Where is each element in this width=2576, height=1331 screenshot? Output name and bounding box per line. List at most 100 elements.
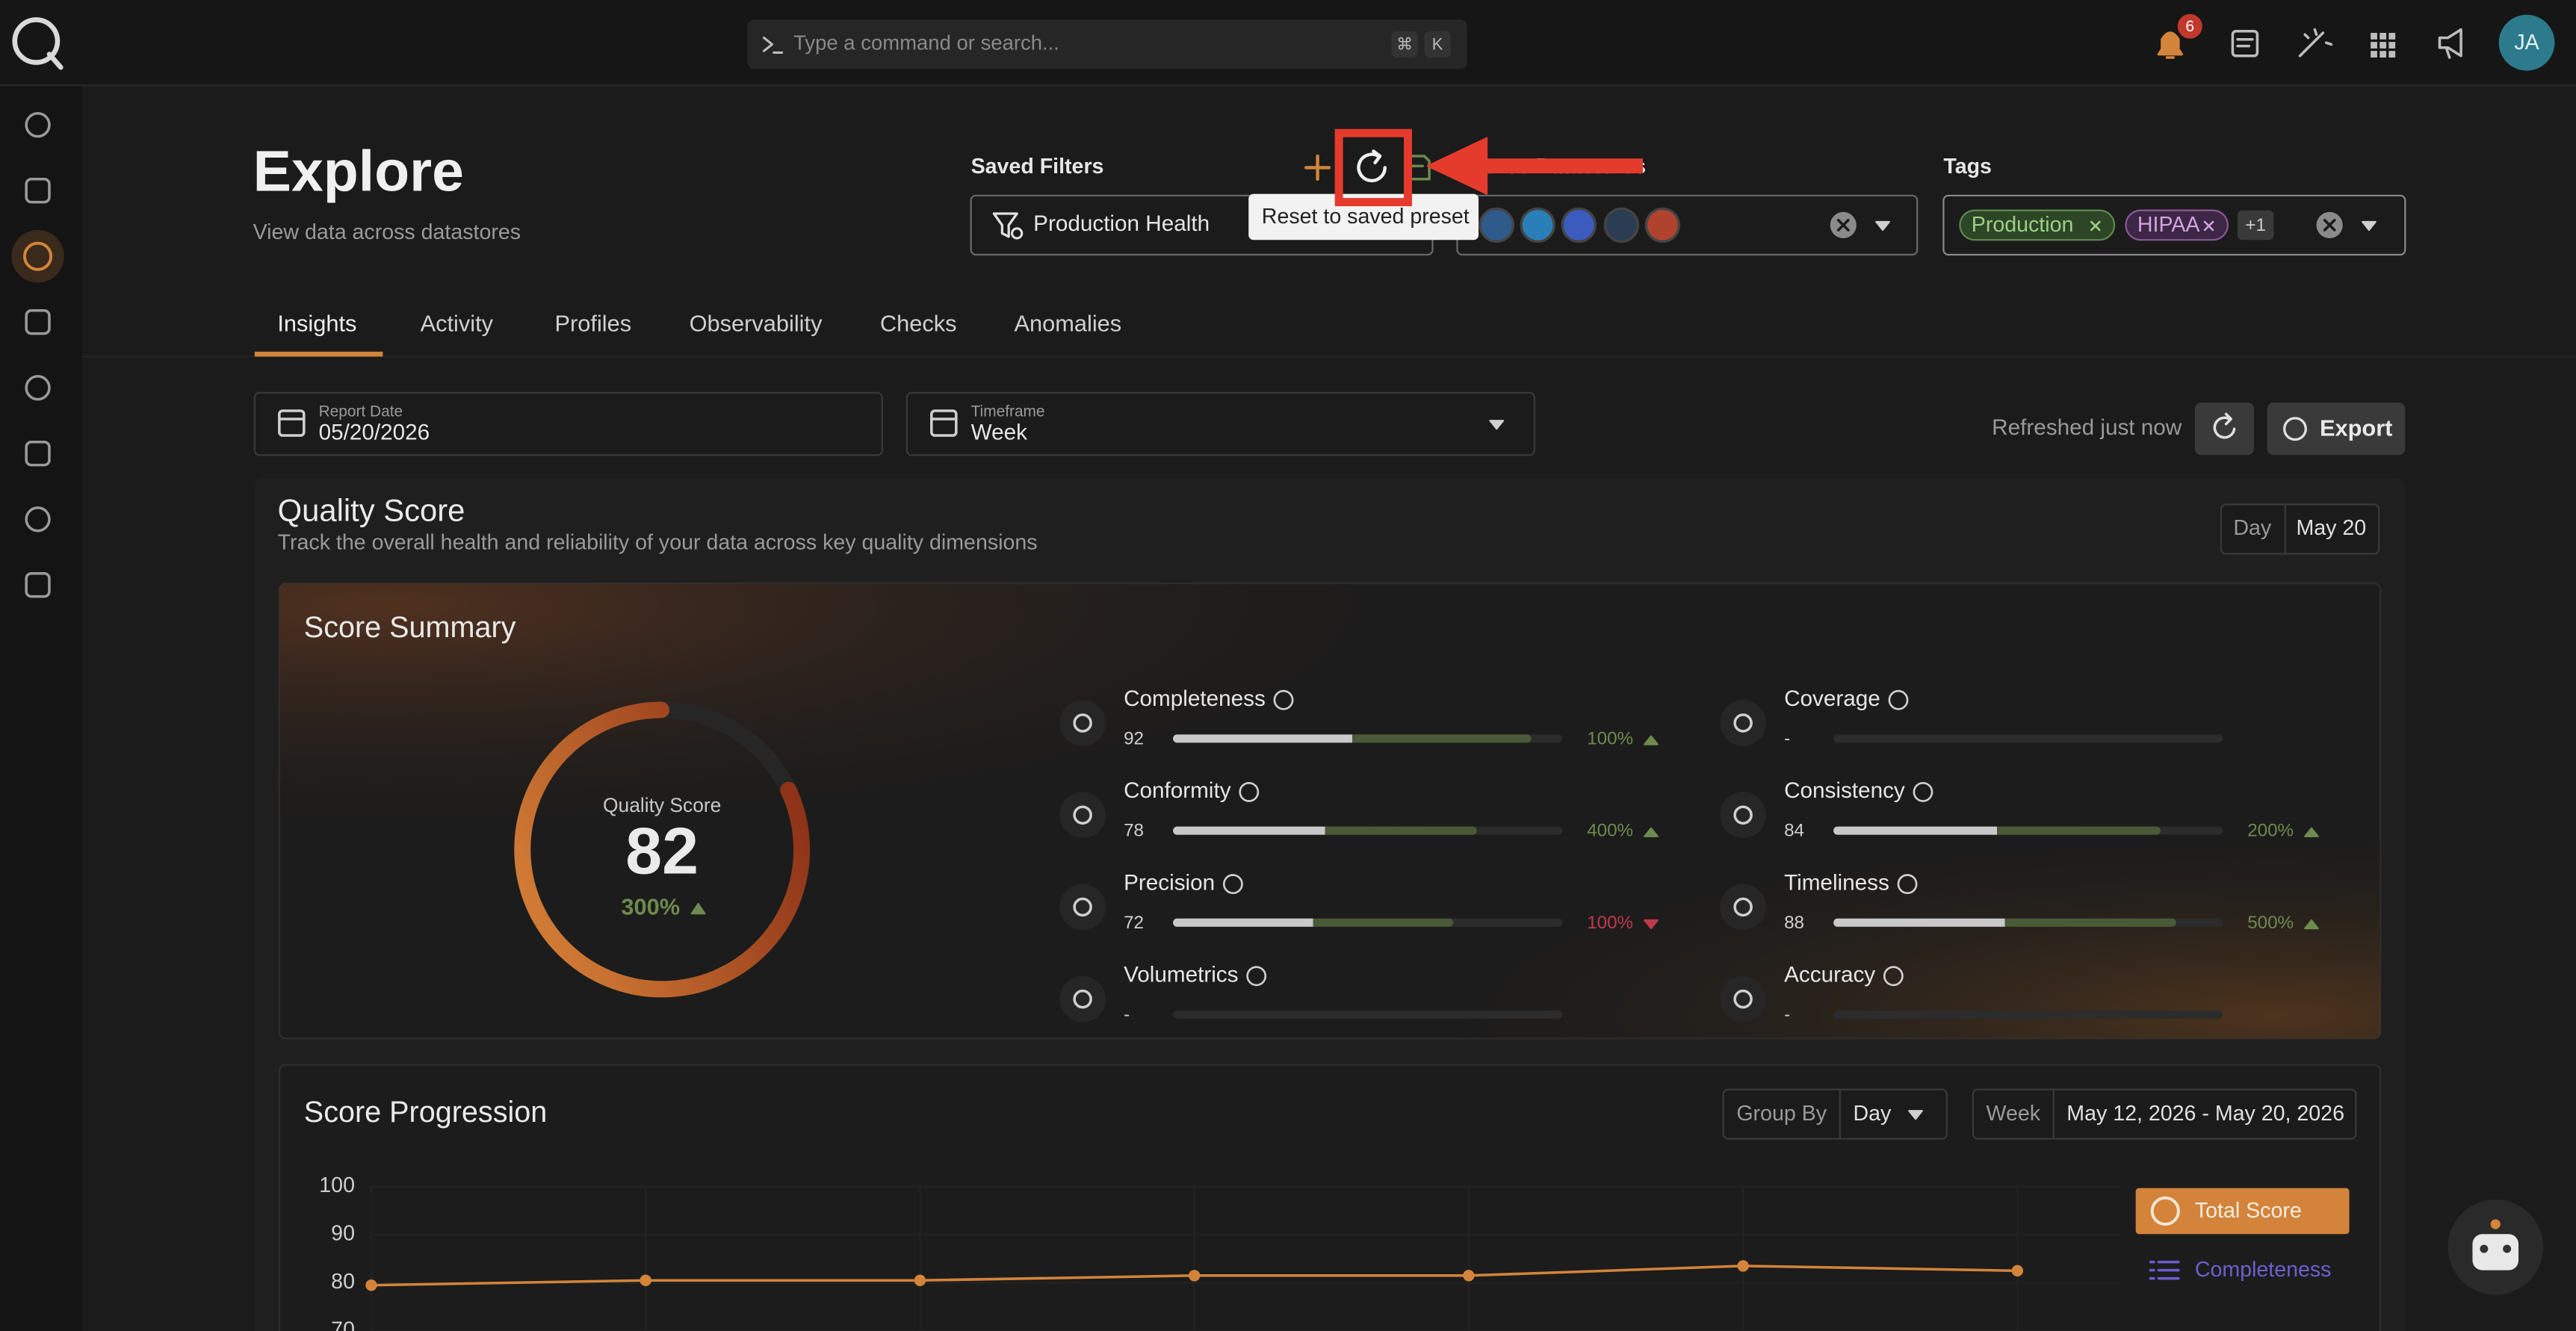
tag-remove[interactable] [2090,220,2101,232]
period-toggle[interactable] [2220,503,2380,555]
refreshed-status: Refreshed just now [1992,415,2182,440]
tab[interactable]: Profiles [555,311,632,337]
apps-dot [2388,51,2396,58]
filter-icon [992,212,1018,238]
period-unit: Day [2233,516,2272,540]
legend-label[interactable]: Completeness [2195,1258,2332,1282]
data-point [365,1279,377,1291]
search-box[interactable] [747,19,1467,69]
y-tick-label: 80 [331,1270,355,1294]
info-icon[interactable] [1913,781,1933,802]
sidebar-icon[interactable] [25,112,51,138]
tags-caret[interactable] [2362,220,2377,232]
data-point [914,1274,926,1286]
legend-icon[interactable] [2149,1260,2180,1280]
tooltip-text: Reset to saved preset [1262,205,1470,229]
dimension-icon-bg [1059,792,1106,838]
dimension-value: 92 [1124,728,1144,748]
info-icon[interactable] [1273,689,1294,710]
page-subtitle: View data across datastores [253,220,521,244]
field-value: Week [971,421,1027,445]
more-tags-chip [2238,210,2274,241]
legend-item[interactable] [2135,1188,2350,1235]
dimension-icon-bg [1720,792,1766,838]
tab[interactable]: Observability [690,311,823,337]
data-point [1188,1270,1201,1282]
apps-dot [2380,33,2387,40]
sidebar-icon[interactable] [25,506,51,533]
group-by-caret [1908,1110,1923,1120]
tag-label: HIPAA [2137,213,2200,237]
export-button[interactable] [2267,403,2406,456]
add-filter-icon[interactable] [1304,154,1331,181]
tab[interactable]: Anomalies [1014,311,1121,337]
info-icon[interactable] [1888,689,1909,710]
sources-caret[interactable] [1875,220,1890,232]
datastore-icon [1644,207,1681,243]
bell-icon[interactable] [2157,31,2184,59]
info-icon[interactable] [1246,966,1267,987]
dimension-icon-bg [1059,975,1106,1023]
range-label: Week [1987,1102,2041,1126]
dimension-icon-bg [1059,884,1106,931]
refresh-button[interactable] [2194,403,2254,456]
dimension-change: 200% [2247,821,2294,841]
period-value: May 20 [2297,516,2367,540]
gauge-change-arrow [690,902,706,915]
tag-chip[interactable] [1959,209,2116,241]
export-icon [2283,417,2307,441]
date-field[interactable] [253,391,883,456]
search-placeholder: Type a command or search... [793,31,1059,55]
dimension-value: 88 [1784,913,1804,933]
info-icon[interactable] [1883,966,1904,987]
date-field[interactable] [905,391,1535,456]
notification-count: 6 [2185,18,2194,35]
reset-icon[interactable] [1357,149,1387,183]
tab[interactable]: Checks [880,311,957,337]
dimension-change: 100% [1587,913,1633,933]
dimension-name: Conformity [1124,778,1231,803]
info-icon[interactable] [1897,874,1918,895]
sidebar-icon[interactable] [23,241,53,271]
apps-dot [2380,42,2387,49]
datastore-icon [1520,207,1555,243]
sidebar-icon[interactable] [25,375,51,401]
wand-icon[interactable] [2298,28,2333,58]
tag-remove[interactable] [2203,220,2214,232]
range-select[interactable] [1972,1088,2357,1140]
tag-chip[interactable] [2125,209,2229,241]
assistant-head [2472,1234,2519,1270]
dimension-icon [1073,989,1092,1009]
info-icon[interactable] [1222,874,1243,895]
timeframe-caret [1489,420,1505,430]
dimension-value: 72 [1124,913,1144,933]
sidebar-active-bg [11,230,64,283]
sidebar-icon[interactable] [25,178,51,204]
field-label: Report Date [319,403,403,421]
dimension-value: 84 [1784,821,1804,841]
dimension-name: Timeliness [1784,870,1889,895]
tab[interactable]: Activity [421,311,494,337]
group-by-select[interactable] [1722,1088,1948,1140]
dimension-track [1833,1011,2223,1019]
info-icon[interactable] [1239,781,1260,802]
sidebar-icon[interactable] [25,572,51,598]
dimension-icon [1733,805,1753,825]
dimension-bar [1833,826,2161,835]
notes-icon[interactable] [2231,30,2259,58]
dimension-name: Accuracy [1784,963,1875,987]
data-point [2011,1265,2024,1277]
dimension-value: 78 [1124,821,1144,841]
dimension-change-arrow [2304,919,2319,930]
tab[interactable]: Insights [277,311,356,337]
announce-icon[interactable] [2438,28,2462,59]
avatar[interactable] [2498,14,2555,71]
range-value: May 12, 2026 - May 20, 2026 [2066,1102,2344,1126]
sidebar-icon[interactable] [25,441,51,467]
key-badge [1424,31,1451,58]
sidebar-icon[interactable] [25,309,51,335]
field-value: 05/20/2026 [319,421,430,445]
calendar-icon [930,409,958,437]
